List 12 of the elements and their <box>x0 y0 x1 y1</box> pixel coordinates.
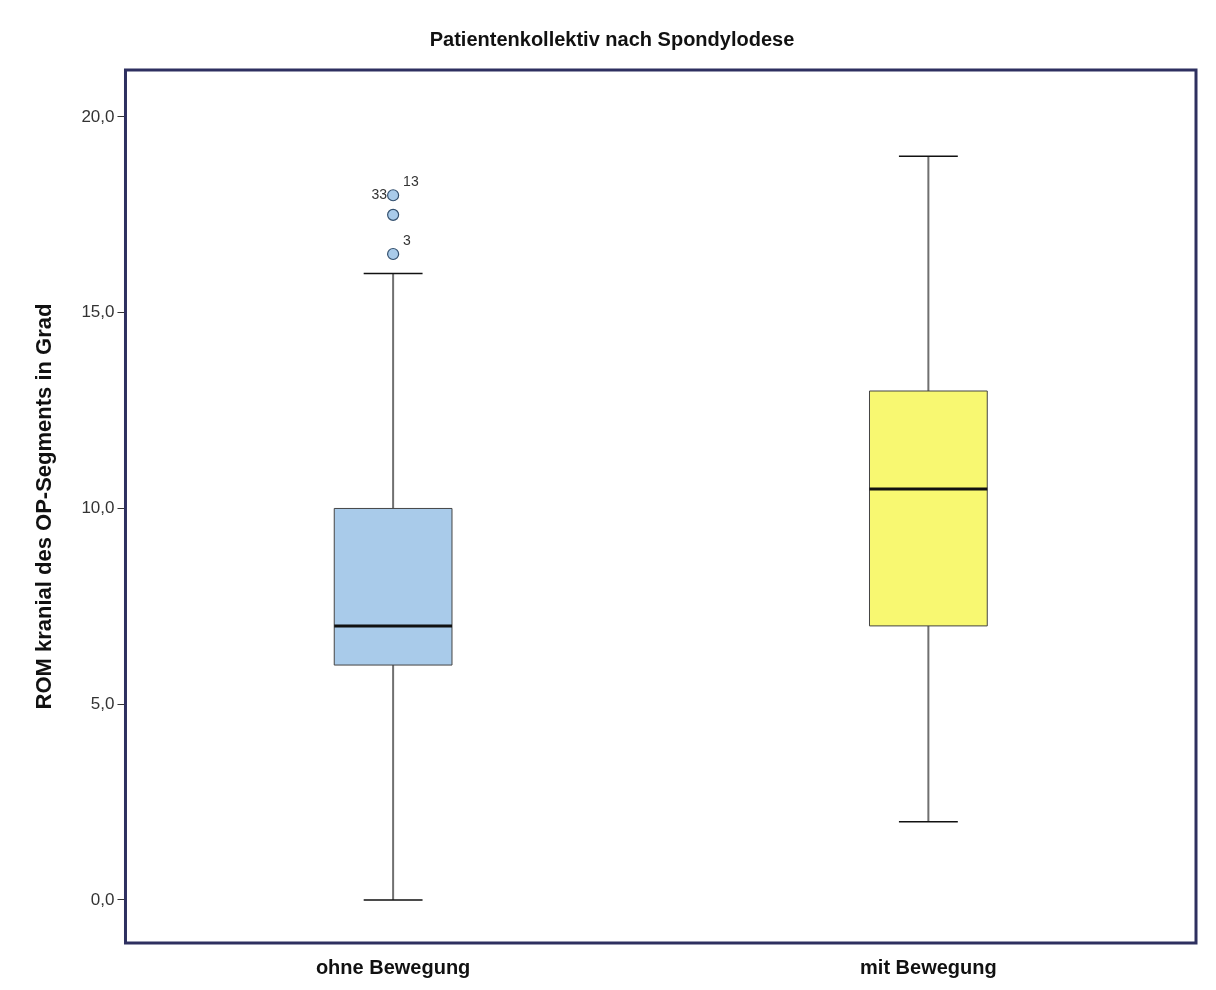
chart-title: Patientenkollektiv nach Spondylodese <box>429 27 795 50</box>
x-tick-label: mit Bewegung <box>860 955 997 978</box>
y-tick-label: 10,0 <box>81 498 115 518</box>
y-axis-title: ROM kranial des OP-Segments in Grad <box>31 303 57 710</box>
y-tick-label: 15,0 <box>81 302 115 322</box>
y-tick-label: 5,0 <box>90 693 115 713</box>
annotation: 13 <box>403 173 419 190</box>
annotation: 33 <box>371 186 388 203</box>
y-tick-label: 0,0 <box>90 889 115 909</box>
y-tick-label: 20,0 <box>81 106 115 126</box>
x-tick-label: ohne Bewegung <box>315 955 471 978</box>
annotation: 3 <box>403 231 412 248</box>
